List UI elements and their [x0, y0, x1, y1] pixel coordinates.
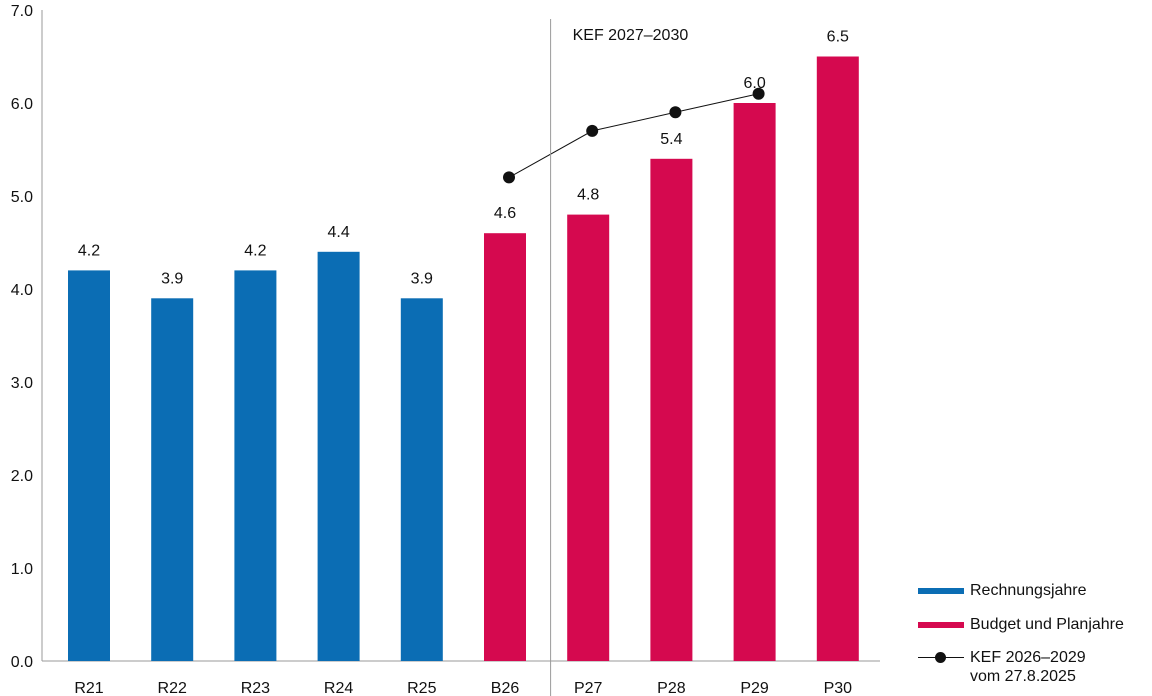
data-label: 4.4 — [327, 224, 349, 241]
data-label: 4.2 — [78, 242, 100, 259]
bar — [151, 298, 194, 661]
legend-item-kef: KEF 2026–2029 vom 27.8.2025 — [918, 648, 1152, 690]
x-tick-label: R25 — [407, 680, 436, 696]
kef-point — [503, 171, 515, 184]
y-tick-label: 1.0 — [11, 561, 33, 578]
data-label: 4.8 — [577, 187, 599, 204]
data-label: 3.9 — [161, 270, 183, 287]
data-label: 4.6 — [494, 205, 516, 222]
legend-label-rechnungsjahre: Rechnungsjahre — [970, 582, 1087, 599]
y-tick-label: 2.0 — [11, 468, 33, 485]
x-tick-label: P27 — [574, 680, 603, 696]
legend-swatch-rechnungsjahre — [918, 588, 964, 594]
bar — [733, 103, 776, 661]
x-tick-label: R22 — [158, 680, 187, 696]
y-tick-label: 5.0 — [11, 189, 33, 206]
bar — [234, 270, 277, 661]
kef-point — [586, 124, 599, 137]
x-tick-label: R21 — [74, 680, 103, 696]
x-axis: R21 R22 R23 R24 R25 B26 P27 P28 P29 P30 — [42, 660, 880, 696]
data-labels: 4.2 3.9 4.2 4.4 3.9 4.6 4.8 5.4 6.0 6.5 — [78, 29, 849, 288]
x-tick-label: P30 — [824, 680, 853, 696]
legend-label-kef-line1: KEF 2026–2029 — [970, 649, 1086, 666]
bar — [650, 158, 693, 662]
bar — [484, 233, 526, 661]
y-axis: 0.0 1.0 2.0 3.0 4.0 5.0 6.0 7.0 — [11, 3, 43, 671]
y-tick-label: 3.0 — [11, 375, 33, 392]
x-tick-label: R24 — [324, 680, 353, 696]
kef-point — [752, 87, 765, 100]
kef-line-series — [503, 87, 765, 184]
kef-point — [669, 106, 682, 119]
data-label: 4.2 — [244, 242, 266, 259]
data-label: 5.4 — [660, 131, 682, 148]
legend-label-kef-line2: vom 27.8.2025 — [970, 668, 1076, 685]
legend-swatch-budget — [918, 622, 964, 628]
bar — [317, 251, 360, 662]
bars — [68, 56, 859, 662]
legend-label-kef: KEF 2026–2029 vom 27.8.2025 — [970, 648, 1086, 686]
bar — [400, 298, 443, 661]
x-tick-label: P28 — [657, 680, 686, 696]
data-label: 3.9 — [411, 270, 433, 287]
y-tick-label: 4.0 — [11, 282, 33, 299]
legend-item-budget: Budget und Planjahre — [918, 614, 1152, 636]
legend-label-budget: Budget und Planjahre — [970, 616, 1124, 633]
bar — [816, 56, 859, 661]
legend-dot-marker — [935, 652, 946, 663]
y-tick-label: 7.0 — [11, 3, 33, 20]
bar — [567, 214, 610, 661]
data-label: 6.5 — [827, 29, 849, 46]
x-tick-label: P29 — [740, 680, 769, 696]
legend-item-rechnungsjahre: Rechnungsjahre — [918, 580, 1152, 602]
kef-line — [508, 93, 759, 178]
bar — [68, 270, 110, 661]
kef-period-annotation: KEF 2027–2030 — [573, 27, 689, 44]
legend: Rechnungsjahre Budget und Planjahre KEF … — [918, 580, 1152, 690]
x-tick-label: B26 — [491, 680, 520, 696]
y-tick-label: 0.0 — [11, 654, 33, 671]
data-label: 6.0 — [743, 75, 765, 92]
annotations: KEF 2027–2030 — [550, 19, 689, 696]
y-tick-label: 6.0 — [11, 96, 33, 113]
x-tick-label: R23 — [241, 680, 270, 696]
